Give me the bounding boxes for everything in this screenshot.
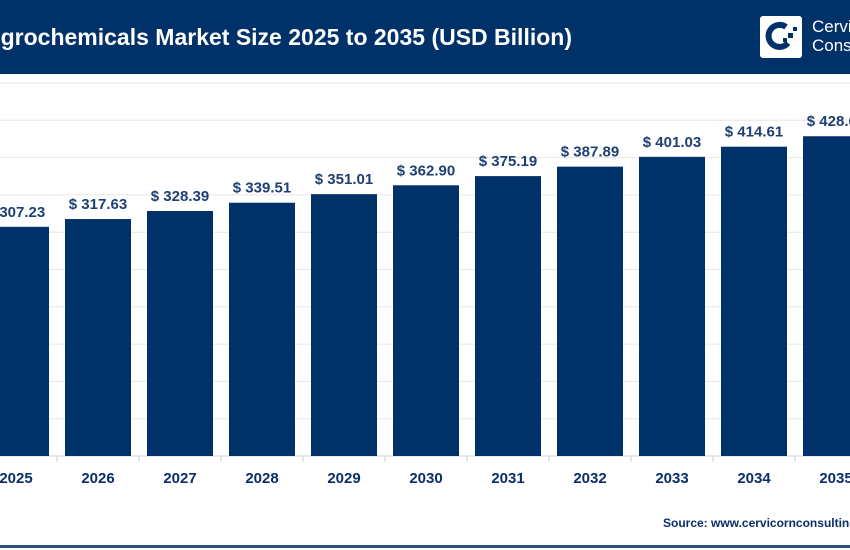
- data-label-2027: $ 328.39: [151, 188, 209, 205]
- data-label-2031: $ 375.19: [479, 153, 537, 170]
- x-tick-label-2031: 2031: [491, 470, 524, 487]
- bar-2026: [65, 219, 131, 456]
- data-label-2029: $ 351.01: [315, 171, 373, 188]
- x-tick-label-2035: 2035: [819, 470, 850, 487]
- bar-2025: [0, 226, 49, 456]
- bar-2033: [639, 156, 705, 457]
- x-tick-label-2027: 2027: [163, 470, 196, 487]
- bar-2028: [229, 202, 295, 456]
- data-label-2025: $ 307.23: [0, 204, 45, 221]
- bar-2034: [721, 146, 787, 457]
- data-label-2033: $ 401.03: [643, 134, 701, 151]
- bar-2029: [311, 194, 377, 456]
- x-tick-label-2033: 2033: [655, 470, 688, 487]
- x-tick-label-2032: 2032: [573, 470, 606, 487]
- cervicorn-logo-icon: [760, 16, 802, 58]
- bar-2030: [393, 185, 459, 456]
- data-label-2028: $ 339.51: [233, 180, 291, 197]
- data-label-2034: $ 414.61: [725, 124, 783, 141]
- data-label-2035: $ 428.63: [807, 113, 850, 130]
- bar-2027: [147, 211, 213, 456]
- x-tick-label-2029: 2029: [327, 470, 360, 487]
- x-tick-label-2025: 2025: [0, 470, 33, 487]
- bottom-border: [0, 545, 850, 548]
- bar-2032: [557, 166, 623, 456]
- source-note: Source: www.cervicornconsulting.com: [663, 516, 850, 530]
- x-tick-label-2028: 2028: [245, 470, 278, 487]
- header-banner: Agrochemicals Market Size 2025 to 2035 (…: [0, 0, 850, 74]
- logo-line-2: Consulting: [812, 36, 850, 55]
- logo-text: Cervicorn Consulting: [812, 17, 850, 55]
- data-label-2026: $ 317.63: [69, 196, 127, 213]
- x-tick-label-2034: 2034: [737, 470, 771, 487]
- bar-2035: [803, 136, 850, 457]
- x-tick-label-2030: 2030: [409, 470, 442, 487]
- data-label-2030: $ 362.90: [397, 162, 455, 179]
- logo-line-1: Cervicorn: [812, 17, 850, 36]
- x-tick-label-2026: 2026: [81, 470, 114, 487]
- chart-title: Agrochemicals Market Size 2025 to 2035 (…: [0, 24, 572, 50]
- data-label-2032: $ 387.89: [561, 144, 619, 161]
- bar-2031: [475, 176, 541, 456]
